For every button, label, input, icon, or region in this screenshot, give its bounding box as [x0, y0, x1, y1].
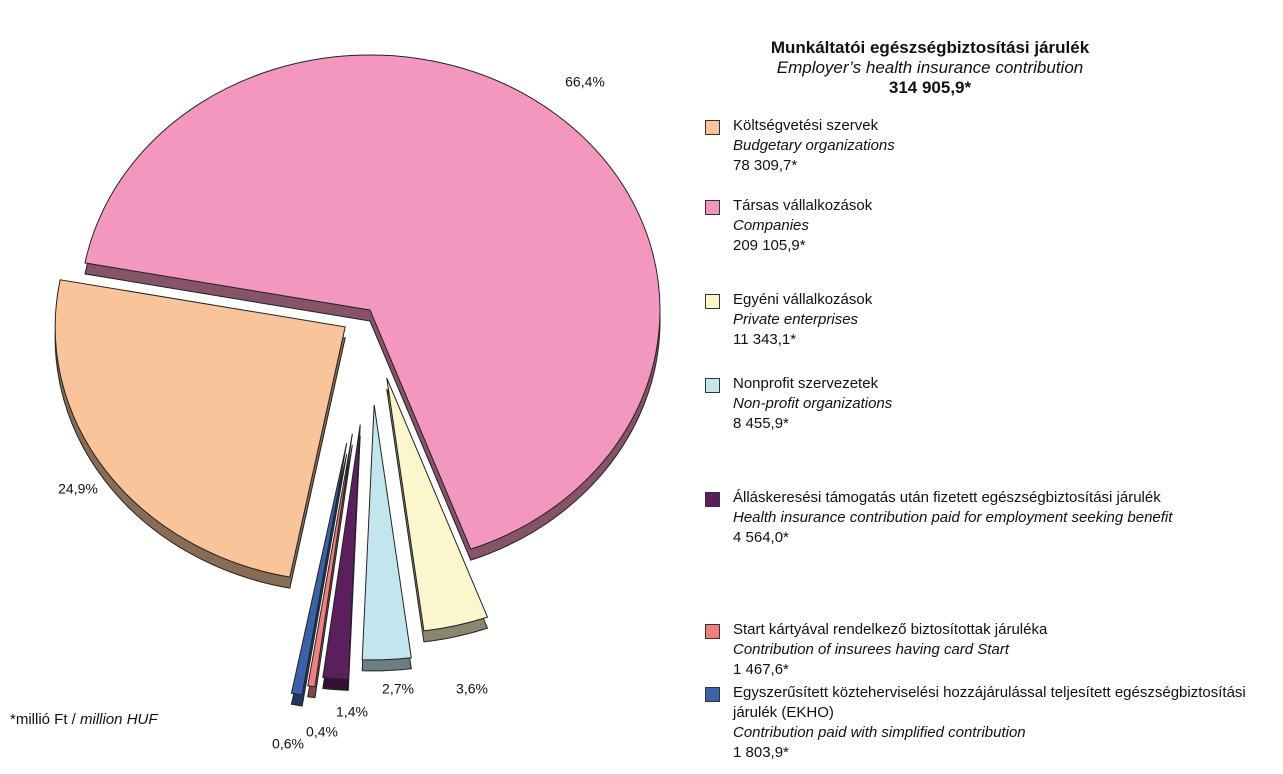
legend-entry: Egyszerűsített közteherviselési hozzájár…	[705, 683, 1280, 763]
value-label: 2,7%	[382, 681, 414, 697]
slice	[290, 442, 348, 696]
legend-swatch	[705, 378, 720, 393]
legend-label-en: Health insurance contribution paid for e…	[733, 509, 1173, 526]
legend-amount: 8 455,9*	[733, 415, 789, 432]
legend-label-en: Contribution of insurees having card Sta…	[733, 641, 1009, 658]
legend-swatch	[705, 492, 720, 507]
value-label: 1,4%	[336, 704, 368, 720]
legend-label: Költségvetési szervek	[733, 117, 879, 134]
slice	[386, 377, 489, 632]
legend-entry: Álláskeresési támogatás után fizetett eg…	[705, 488, 1280, 548]
footnote: *millió Ft / million HUF	[10, 711, 158, 728]
chart: 24,9% 66,4% 3,6% 2,7% 1,4% 0,4%0,6%	[54, 54, 661, 752]
legend-swatch	[705, 200, 720, 215]
legend-amount: 1 467,6*	[733, 661, 789, 678]
total: 314 905,9*	[888, 78, 972, 97]
legend-swatch	[705, 687, 720, 702]
value-label: 0,6%	[272, 736, 304, 752]
legend-label: Társas vállalkozások	[733, 197, 873, 214]
slice	[84, 54, 661, 550]
legend-label: Egyszerűsített közteherviselési hozzájár…	[733, 684, 1246, 721]
legend-amount: 1 803,9*	[733, 744, 789, 761]
slice	[307, 433, 353, 688]
legend-entry: Start kártyával rendelkező biztosítottak…	[705, 620, 1280, 680]
legend-label-en: Non-profit organizations	[733, 395, 893, 412]
legend-entry: Egyéni vállalkozások Private enterprises 1…	[705, 290, 1280, 350]
footnote-text: *millió Ft /	[10, 711, 81, 728]
slice	[361, 404, 412, 661]
value-label: 66,4%	[565, 74, 605, 90]
footnote-italic: million HUF	[80, 711, 158, 728]
slice	[54, 279, 346, 578]
legend-label: Nonprofit szervezetek	[733, 375, 879, 392]
legend-amount: 4 564,0*	[733, 529, 789, 546]
legend-label-en: Private enterprises	[733, 311, 859, 328]
legend-label-en: Contribution paid with simplified contri…	[733, 724, 1026, 741]
legend-label-en: Companies	[733, 217, 809, 234]
legend-label: Álláskeresési támogatás után fizetett eg…	[733, 489, 1161, 506]
legend-label: Egyéni vállalkozások	[733, 291, 873, 308]
slice	[322, 424, 361, 680]
legend-amount: 11 343,1*	[733, 331, 797, 348]
legend-swatch	[705, 294, 720, 309]
legend-entry: Költségvetési szervek Budgetary organizat…	[705, 116, 1280, 176]
legend-header: Munkáltatói egészségbiztosítási járulék …	[690, 38, 1170, 98]
legend-entry: Társas vállalkozások Companies 209 105,9*	[705, 196, 1280, 256]
chart-subtitle: Employer’s health insurance contribution	[776, 58, 1084, 77]
value-label: 24,9%	[58, 481, 98, 497]
legend-entry: Nonprofit szervezetek Non-profit organiza…	[705, 374, 1280, 434]
legend-label: Start kártyával rendelkező biztosítottak…	[733, 621, 1048, 638]
legend-label-en: Budgetary organizations	[733, 137, 895, 154]
legend-amount: 78 309,7*	[733, 157, 798, 174]
chart-title: Munkáltatói egészségbiztosítási járulék	[770, 38, 1090, 57]
value-label: 0,4%	[306, 724, 338, 740]
legend-swatch	[705, 120, 720, 135]
value-label: 3,6%	[456, 681, 488, 697]
legend-swatch	[705, 624, 720, 639]
legend-amount: 209 105,9*	[733, 237, 806, 254]
